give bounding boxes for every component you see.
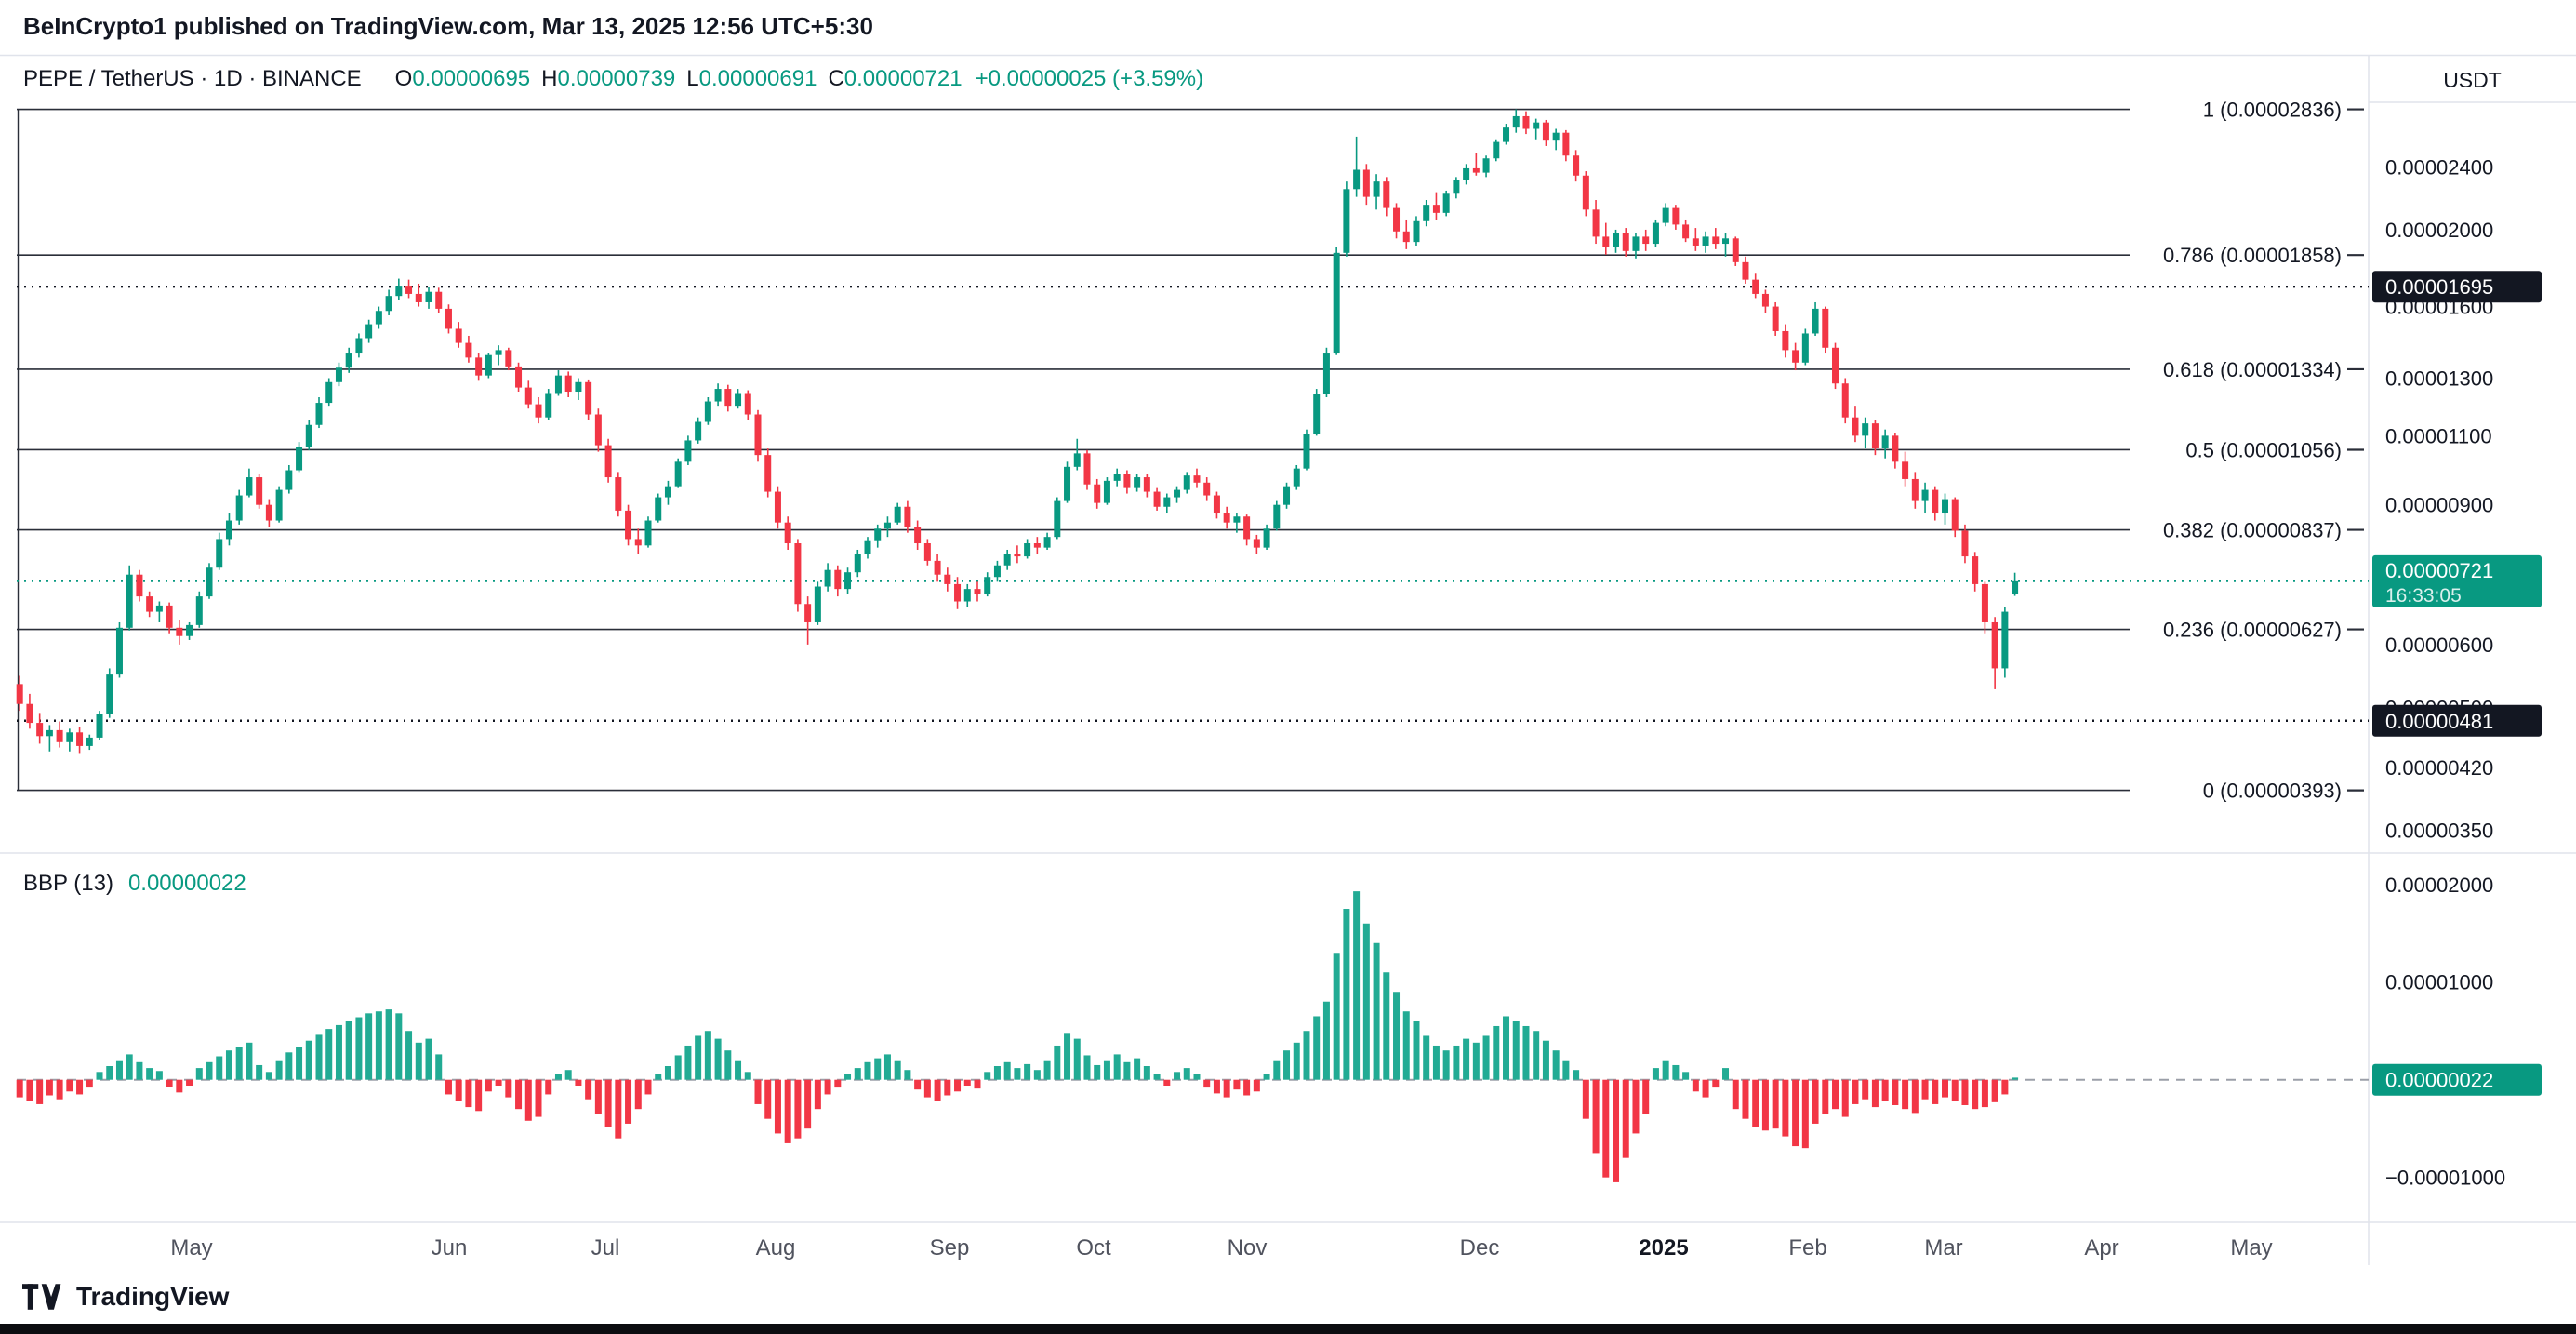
- ohlc-field-value: 0.00000739: [557, 66, 676, 91]
- ohlc-field-value: 0.00000721: [843, 66, 963, 91]
- indicator-name[interactable]: BBP (13): [23, 871, 113, 896]
- svg-text:0 (0.00000393): 0 (0.00000393): [2203, 780, 2342, 803]
- svg-text:Apr: Apr: [2084, 1235, 2118, 1261]
- svg-text:Mar: Mar: [1924, 1235, 1962, 1261]
- tradingview-brand[interactable]: TradingView: [22, 1282, 229, 1312]
- svg-text:Feb: Feb: [1788, 1235, 1826, 1261]
- price-axis-badges: 0.00001695 0.00000481 0.00000721 16:33:05 0.…: [2372, 271, 2542, 1096]
- svg-text:0.00001695: 0.00001695: [2385, 275, 2493, 299]
- publish-attribution: BeInCrypto1 published on TradingView.com…: [23, 12, 873, 40]
- svg-text:0.00000900: 0.00000900: [2385, 494, 2493, 517]
- ohlc-field-label: L: [686, 66, 699, 91]
- tradingview-logo-text: TradingView: [76, 1282, 230, 1311]
- svg-text:0.00001100: 0.00001100: [2385, 424, 2492, 447]
- bbp-histogram: [16, 891, 2369, 1182]
- svg-text:−0.00001000: −0.00001000: [2385, 1167, 2505, 1190]
- indicator-legend: BBP (13) 0.00000022: [23, 871, 246, 897]
- price-axis-labels[interactable]: 0.000024000.000020000.000016000.00001300…: [2385, 155, 2505, 1189]
- svg-text:0.00001000: 0.00001000: [2385, 971, 2493, 994]
- svg-text:0.00000420: 0.00000420: [2385, 756, 2493, 780]
- ohlc-field-value: 0.00000691: [698, 66, 817, 91]
- tradingview-logo-icon: [22, 1284, 61, 1310]
- svg-text:0.00000022: 0.00000022: [2385, 1069, 2493, 1092]
- svg-text:Nov: Nov: [1228, 1235, 1268, 1261]
- indicator-value: 0.00000022: [127, 871, 246, 896]
- ohlc-readout: O0.00000695 H0.00000739 L0.00000691 C0.0000…: [384, 66, 963, 91]
- svg-text:May: May: [2230, 1235, 2272, 1261]
- svg-text:Dec: Dec: [1460, 1235, 1500, 1261]
- change-readout: +0.00000025 (+3.59%): [975, 66, 1204, 91]
- time-axis-labels[interactable]: May Jun Jul Aug Sep Oct Nov Dec 2025 Feb Mar Apr May: [170, 1235, 2272, 1261]
- svg-text:0.236 (0.00000627): 0.236 (0.00000627): [2163, 619, 2342, 642]
- fib-retracement[interactable]: 1 (0.00002836) 0.786 (0.00001858) 0.618 (0…: [17, 99, 2364, 803]
- svg-text:Sep: Sep: [930, 1235, 970, 1261]
- svg-text:0.00000481: 0.00000481: [2385, 710, 2493, 733]
- svg-text:Oct: Oct: [1076, 1235, 1111, 1261]
- pane-separators: [0, 54, 2576, 1265]
- bottom-window-edge: [0, 1324, 2576, 1334]
- svg-text:0.618 (0.00001334): 0.618 (0.00001334): [2163, 358, 2342, 381]
- ohlc-field-label: O: [394, 66, 413, 91]
- svg-text:0.382 (0.00000837): 0.382 (0.00000837): [2163, 519, 2342, 542]
- svg-text:1 (0.00002836): 1 (0.00002836): [2203, 99, 2342, 122]
- svg-text:0.5 (0.00001056): 0.5 (0.00001056): [2185, 438, 2342, 461]
- svg-text:0.00001300: 0.00001300: [2385, 367, 2493, 390]
- price-scale-currency[interactable]: USDT: [2443, 68, 2502, 92]
- svg-text:16:33:05: 16:33:05: [2385, 585, 2462, 607]
- svg-text:0.00002000: 0.00002000: [2385, 874, 2493, 897]
- svg-text:Jun: Jun: [432, 1235, 468, 1261]
- svg-text:0.00000600: 0.00000600: [2385, 634, 2493, 657]
- svg-text:0.00002000: 0.00002000: [2385, 219, 2493, 242]
- symbol-legend: PEPE / TetherUS · 1D · BINANCE O0.0000069…: [23, 66, 1203, 92]
- ohlc-field-value: 0.00000695: [412, 66, 531, 91]
- svg-text:Aug: Aug: [756, 1235, 796, 1261]
- svg-text:0.00000350: 0.00000350: [2385, 820, 2493, 843]
- candlestick-series: [16, 109, 2019, 754]
- svg-text:0.00000721: 0.00000721: [2385, 559, 2493, 582]
- ohlc-field-label: C: [828, 66, 844, 91]
- svg-text:0.00002400: 0.00002400: [2385, 155, 2493, 179]
- price-level-lines[interactable]: [17, 286, 2369, 722]
- svg-text:May: May: [170, 1235, 212, 1261]
- svg-text:2025: 2025: [1639, 1235, 1688, 1261]
- svg-text:Jul: Jul: [591, 1235, 620, 1261]
- symbol-title[interactable]: PEPE / TetherUS · 1D · BINANCE: [23, 66, 362, 91]
- ohlc-field-label: H: [541, 66, 558, 91]
- svg-text:0.786 (0.00001858): 0.786 (0.00001858): [2163, 244, 2342, 267]
